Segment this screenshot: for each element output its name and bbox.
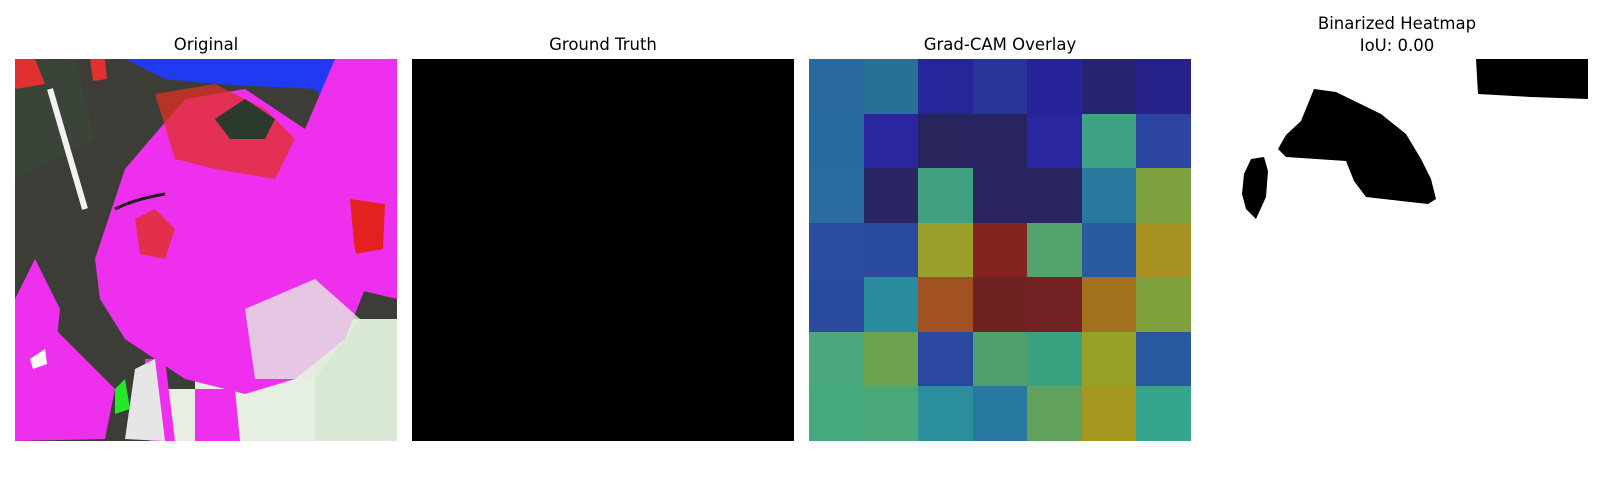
heatmap-cell xyxy=(809,168,864,223)
heatmap-cell xyxy=(1027,113,1082,169)
heatmap-cell xyxy=(972,277,1028,332)
heatmap-cell xyxy=(809,386,864,441)
heatmap-grid xyxy=(809,59,1191,441)
heatmap-cell xyxy=(918,168,973,223)
heatmap-cell xyxy=(972,386,1028,441)
heatmap-cell xyxy=(1081,331,1137,387)
ground-truth-panel: Ground Truth xyxy=(412,0,794,500)
heatmap-cell xyxy=(1027,59,1082,114)
heatmap-cell xyxy=(1136,168,1191,223)
heatmap-cell xyxy=(809,222,864,278)
heatmap-cell xyxy=(1081,222,1137,278)
gradcam-overlay xyxy=(809,59,1191,441)
heatmap-cell xyxy=(1136,222,1191,278)
ground-truth-mask xyxy=(412,59,794,441)
leaf-image xyxy=(15,59,397,441)
heatmap-cell xyxy=(918,386,973,441)
heatmap-cell xyxy=(863,386,919,441)
original-image xyxy=(15,59,397,441)
heatmap-cell xyxy=(863,59,919,114)
heatmap-cell xyxy=(1081,386,1137,441)
heatmap-cell xyxy=(918,59,973,114)
binarized-title: Binarized Heatmap xyxy=(1317,14,1477,33)
heatmap-cell xyxy=(1136,59,1191,114)
heatmap-cell xyxy=(1081,59,1137,114)
binarized-mask xyxy=(1206,59,1588,441)
heatmap-cell xyxy=(1027,277,1082,332)
heatmap-cell xyxy=(1136,277,1191,332)
heatmap-cell xyxy=(1027,386,1082,441)
heatmap-cell xyxy=(918,113,973,169)
heatmap-cell xyxy=(972,331,1028,387)
heatmap-cell xyxy=(863,277,919,332)
heatmap-cell xyxy=(972,113,1028,169)
ground-truth-title: Ground Truth xyxy=(549,35,657,54)
original-panel: Original xyxy=(15,0,397,500)
heatmap-cell xyxy=(1081,277,1137,332)
heatmap-cell xyxy=(972,222,1028,278)
heatmap-cell xyxy=(1027,222,1082,278)
gradcam-panel: Grad-CAM Overlay xyxy=(809,0,1191,500)
heatmap-cell xyxy=(972,59,1028,114)
heatmap-cell xyxy=(918,331,973,387)
heatmap-cell xyxy=(918,277,973,332)
heatmap-cell xyxy=(1136,113,1191,169)
heatmap-cell xyxy=(1136,331,1191,387)
binarized-panel: Binarized Heatmap IoU: 0.00 xyxy=(1206,0,1588,500)
heatmap-cell xyxy=(863,222,919,278)
heatmap-cell xyxy=(1081,113,1137,169)
heatmap-cell xyxy=(863,168,919,223)
heatmap-cell xyxy=(809,113,864,169)
heatmap-cell xyxy=(1081,168,1137,223)
gradcam-title: Grad-CAM Overlay xyxy=(923,35,1077,54)
iou-label: IoU: 0.00 xyxy=(1359,36,1435,55)
heatmap-cell xyxy=(972,168,1028,223)
heatmap-cell xyxy=(863,113,919,169)
heatmap-cell xyxy=(1027,168,1082,223)
heatmap-cell xyxy=(809,331,864,387)
original-title: Original xyxy=(173,35,239,54)
heatmap-cell xyxy=(809,277,864,332)
heatmap-cell xyxy=(918,222,973,278)
binarized-heatmap xyxy=(1206,59,1588,441)
heatmap-cell xyxy=(809,59,864,114)
heatmap-cell xyxy=(1027,331,1082,387)
heatmap-cell xyxy=(1136,386,1191,441)
heatmap-cell xyxy=(863,331,919,387)
